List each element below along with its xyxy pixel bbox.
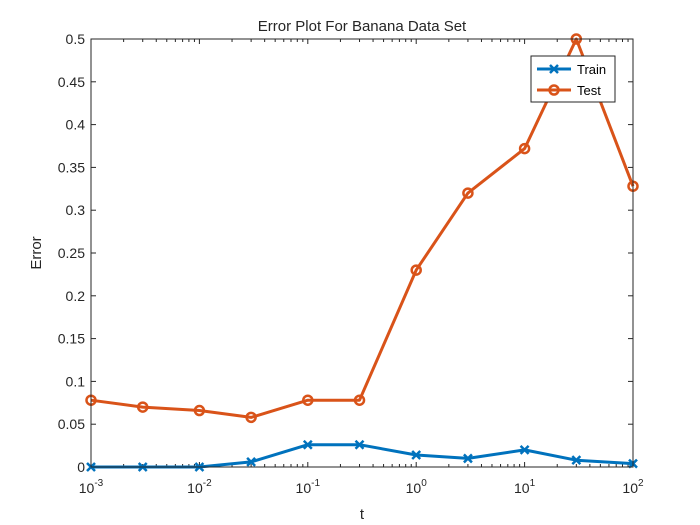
data-point-train xyxy=(246,456,257,467)
y-tick-label: 0.45 xyxy=(58,74,85,90)
x-tick-label-base: 10 xyxy=(187,480,203,496)
data-point-train xyxy=(519,444,530,455)
legend-label: Test xyxy=(577,83,601,98)
data-point-test xyxy=(518,142,531,155)
x-tick-label: 10-1 xyxy=(296,478,321,496)
y-tick-label: 0.15 xyxy=(58,331,85,347)
x-tick-label-exponent: -1 xyxy=(311,478,320,489)
x-tick-label: 10-2 xyxy=(187,478,212,496)
y-tick-label: 0.3 xyxy=(66,202,86,218)
series-line-test xyxy=(90,37,635,419)
x-tick-label-base: 10 xyxy=(514,480,530,496)
x-tick-label-exponent: -2 xyxy=(203,478,212,489)
x-tick-label-exponent: 1 xyxy=(530,478,536,489)
axes-layer: 00.050.10.150.20.250.30.350.40.450.510-3… xyxy=(58,31,644,496)
x-tick-label-exponent: 0 xyxy=(421,478,427,489)
x-tick-label-base: 10 xyxy=(406,480,422,496)
data-point-test xyxy=(462,187,474,199)
legend-swatch-marker xyxy=(549,64,559,74)
y-axis-title: Error xyxy=(28,236,45,269)
data-point-train xyxy=(354,439,365,450)
legend-label: Train xyxy=(577,62,606,77)
y-tick-label: 0.35 xyxy=(58,159,85,175)
data-point-test xyxy=(410,264,422,276)
x-tick-label-exponent: 2 xyxy=(638,478,644,489)
x-tick-label-base: 10 xyxy=(622,480,638,496)
legend: Train Test xyxy=(530,55,616,103)
y-tick-label: 0.4 xyxy=(66,117,86,133)
data-point-train xyxy=(571,455,582,466)
y-tick-label: 0.5 xyxy=(66,31,86,47)
data-point-train xyxy=(463,453,473,464)
data-point-train xyxy=(302,439,313,450)
data-point-test xyxy=(136,401,149,413)
data-point-test xyxy=(193,404,206,417)
legend-box xyxy=(530,55,616,103)
data-point-test xyxy=(353,394,366,406)
y-tick-label: 0.05 xyxy=(58,416,85,432)
y-tick-label: 0 xyxy=(77,459,85,475)
x-tick-label-base: 10 xyxy=(79,480,95,496)
x-tick-label-base: 10 xyxy=(296,480,312,496)
data-point-train xyxy=(411,450,422,460)
plot-box xyxy=(90,38,634,468)
x-tick-label: 100 xyxy=(406,478,428,496)
x-tick-label-exponent: -3 xyxy=(94,478,103,489)
x-tick-label: 102 xyxy=(622,478,644,496)
data-point-test xyxy=(245,411,257,424)
y-tick-label: 0.1 xyxy=(66,373,86,389)
x-tick-label: 101 xyxy=(514,478,536,496)
data-point-test xyxy=(302,394,314,406)
chart-title: Error Plot For Banana Data Set xyxy=(258,18,467,35)
x-axis-title: t xyxy=(360,506,365,523)
legend-swatch-marker xyxy=(548,84,560,96)
x-tick-label: 10-3 xyxy=(79,478,104,496)
y-tick-label: 0.25 xyxy=(58,245,85,261)
y-tick-label: 0.2 xyxy=(66,288,86,304)
